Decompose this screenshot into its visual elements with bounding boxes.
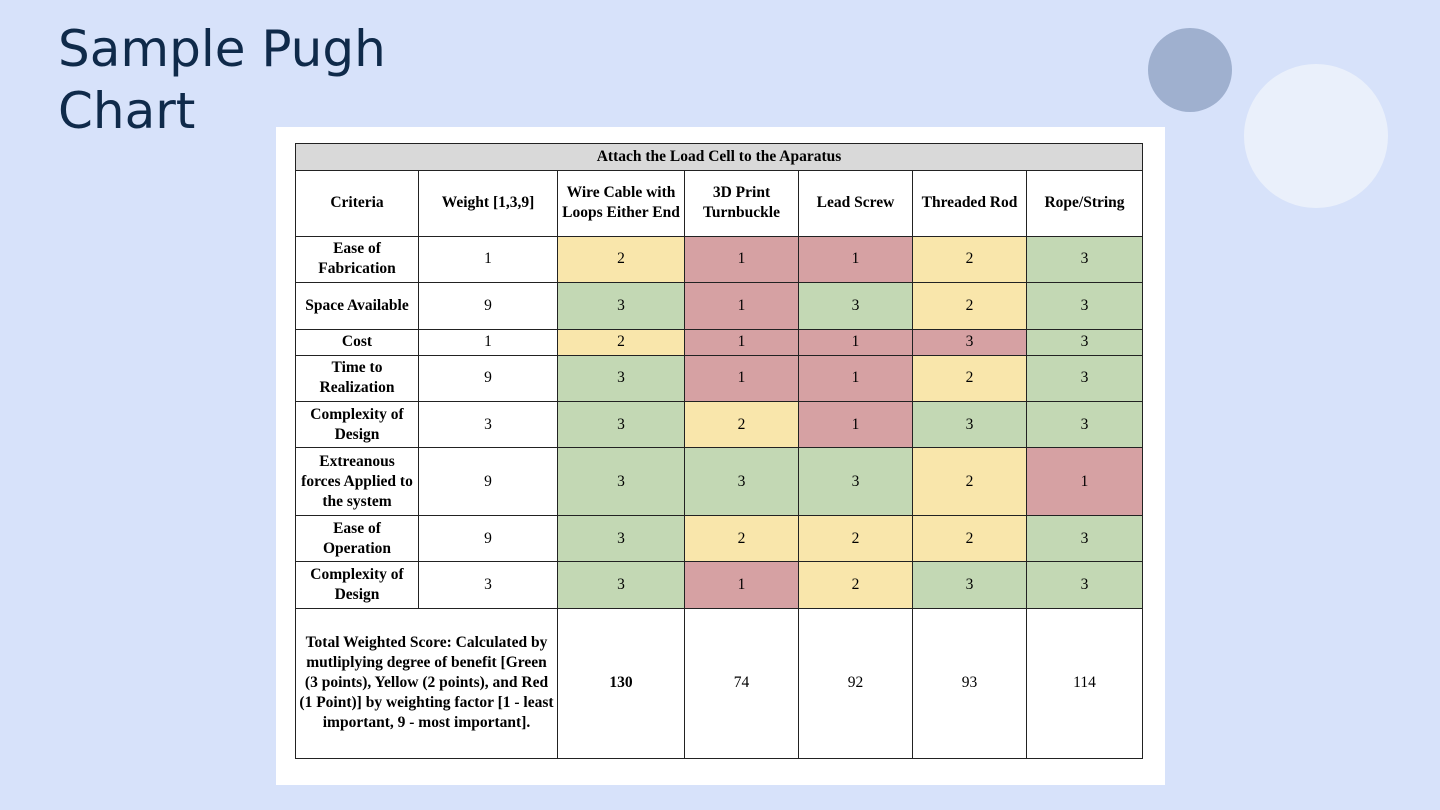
score-cell: 2 — [684, 514, 799, 563]
score-cell: 2 — [557, 328, 685, 356]
total-score-cell: 130 — [557, 607, 685, 760]
score-cell: 3 — [557, 282, 685, 330]
header-wire-cable: Wire Cable with Loops Either End — [557, 170, 685, 237]
score-cell: 3 — [912, 561, 1027, 609]
table-row: Ease of Fabrication 1 2 1 1 2 3 — [295, 235, 1143, 284]
score-cell: 3 — [912, 328, 1027, 356]
score-cell: 2 — [798, 514, 913, 563]
score-cell: 1 — [684, 561, 799, 609]
weight-cell: 3 — [418, 401, 558, 449]
score-cell: 3 — [798, 282, 913, 330]
decorative-circle-dark — [1148, 28, 1232, 112]
header-weight: Weight [1,3,9] — [418, 170, 558, 237]
total-label: Total Weighted Score: Calculated by mutl… — [295, 607, 558, 760]
score-cell: 1 — [684, 235, 799, 284]
weight-cell: 9 — [418, 514, 558, 563]
table-row: Space Available 9 3 1 3 2 3 — [295, 282, 1143, 330]
weight-cell: 1 — [418, 235, 558, 284]
total-score-cell: 92 — [798, 607, 913, 760]
score-cell: 1 — [798, 235, 913, 284]
score-cell: 3 — [557, 401, 685, 449]
score-cell: 3 — [1026, 514, 1143, 563]
weight-cell: 9 — [418, 282, 558, 330]
criteria-cell: Ease of Operation — [295, 514, 419, 563]
table-row: Cost 1 2 1 1 3 3 — [295, 328, 1143, 356]
score-cell: 3 — [1026, 282, 1143, 330]
weight-cell: 1 — [418, 328, 558, 356]
score-cell: 3 — [557, 354, 685, 403]
header-lead-screw: Lead Screw — [798, 170, 913, 237]
weight-cell: 3 — [418, 561, 558, 609]
score-cell: 3 — [1026, 561, 1143, 609]
total-score-cell: 74 — [684, 607, 799, 760]
header-threaded-rod: Threaded Rod — [912, 170, 1027, 237]
table-row: Complexity of Design 3 3 1 2 3 3 — [295, 561, 1143, 609]
criteria-cell: Cost — [295, 328, 419, 356]
score-cell: 2 — [912, 514, 1027, 563]
score-cell: 1 — [798, 401, 913, 449]
score-cell: 3 — [557, 447, 685, 516]
criteria-cell: Time to Realization — [295, 354, 419, 403]
criteria-cell: Complexity of Design — [295, 561, 419, 609]
table-row: Ease of Operation 9 3 2 2 2 3 — [295, 514, 1143, 563]
score-cell: 1 — [684, 282, 799, 330]
header-rope-string: Rope/String — [1026, 170, 1143, 237]
score-cell: 3 — [557, 561, 685, 609]
slide-title: Sample Pugh Chart — [58, 20, 386, 140]
criteria-cell: Extreanous forces Applied to the system — [295, 447, 419, 516]
score-cell: 1 — [684, 354, 799, 403]
score-cell: 1 — [798, 328, 913, 356]
table-row: Extreanous forces Applied to the system 9… — [295, 447, 1143, 516]
table-row: Complexity of Design 3 3 2 1 3 3 — [295, 401, 1143, 449]
total-score-cell: 93 — [912, 607, 1027, 760]
total-score-cell: 114 — [1026, 607, 1143, 760]
header-3d-print-turnbuckle: 3D Print Turnbuckle — [684, 170, 799, 237]
score-cell: 2 — [798, 561, 913, 609]
criteria-cell: Complexity of Design — [295, 401, 419, 449]
score-cell: 3 — [1026, 328, 1143, 356]
weight-cell: 9 — [418, 447, 558, 516]
score-cell: 3 — [684, 447, 799, 516]
score-cell: 2 — [684, 401, 799, 449]
weight-cell: 9 — [418, 354, 558, 403]
table-title: Attach the Load Cell to the Aparatus — [295, 142, 1143, 172]
criteria-cell: Space Available — [295, 282, 419, 330]
score-cell: 3 — [1026, 401, 1143, 449]
score-cell: 1 — [684, 328, 799, 356]
score-cell: 2 — [912, 235, 1027, 284]
header-criteria: Criteria — [295, 170, 419, 237]
score-cell: 3 — [1026, 235, 1143, 284]
score-cell: 2 — [912, 354, 1027, 403]
score-cell: 3 — [557, 514, 685, 563]
score-cell: 3 — [798, 447, 913, 516]
score-cell: 3 — [912, 401, 1027, 449]
score-cell: 2 — [912, 447, 1027, 516]
total-row: Total Weighted Score: Calculated by mutl… — [295, 607, 1143, 760]
score-cell: 1 — [798, 354, 913, 403]
score-cell: 2 — [912, 282, 1027, 330]
table-row: Time to Realization 9 3 1 1 2 3 — [295, 354, 1143, 403]
criteria-cell: Ease of Fabrication — [295, 235, 419, 284]
decorative-circle-light — [1244, 64, 1388, 208]
score-cell: 3 — [1026, 354, 1143, 403]
score-cell: 1 — [1026, 447, 1143, 516]
pugh-chart-image: Attach the Load Cell to the Aparatus Cri… — [276, 127, 1165, 785]
pugh-chart-table: Attach the Load Cell to the Aparatus Cri… — [295, 142, 1143, 760]
score-cell: 2 — [557, 235, 685, 284]
